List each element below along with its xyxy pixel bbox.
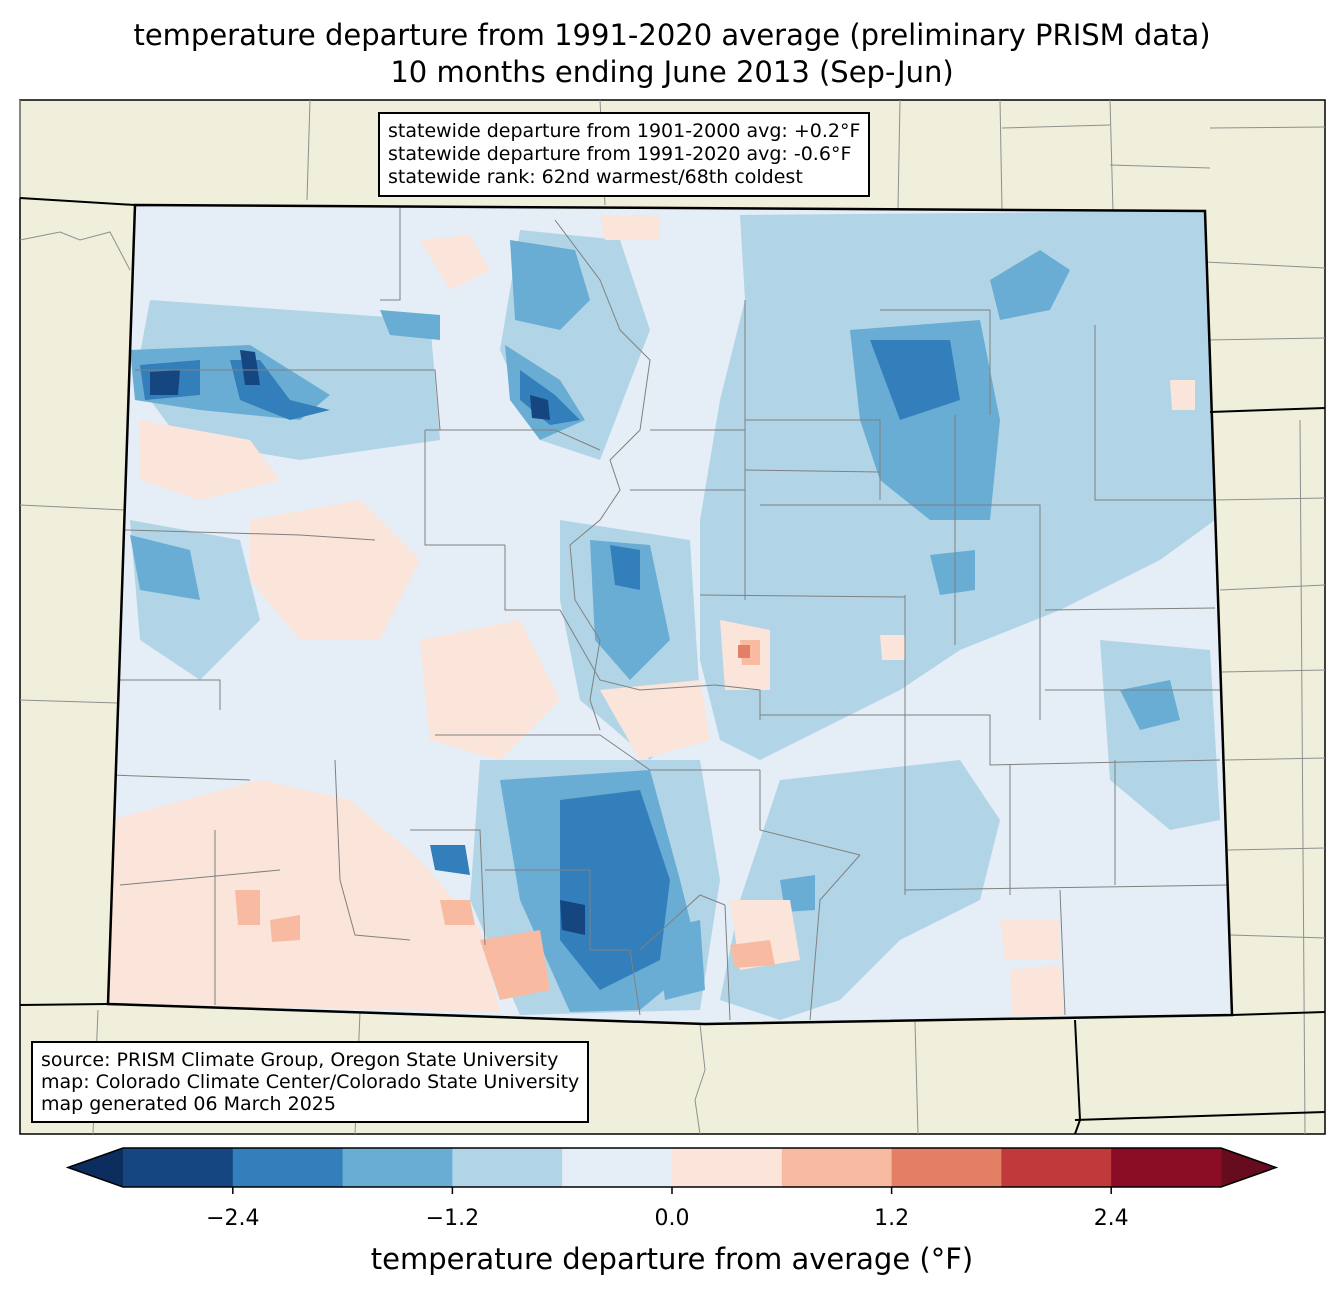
colorbar-bin-9: [1111, 1148, 1222, 1187]
colorbar-bin-1: [232, 1148, 344, 1187]
source-line-1: source: PRISM Climate Group, Oregon Stat…: [41, 1049, 559, 1071]
colorbar-under-arrow: [68, 1148, 123, 1187]
colorado-county-lines: [109, 205, 1231, 1021]
colorbar-bin-4: [562, 1148, 673, 1187]
statewide-stats-box: statewide departure from 1901-2000 avg: …: [378, 112, 871, 197]
colorbar-bin-0: [123, 1148, 234, 1187]
colorbar-bin-3: [452, 1148, 563, 1187]
colorbar-bin-8: [1001, 1148, 1112, 1187]
colorbar-bin-2: [342, 1148, 453, 1187]
colorbar-label: temperature departure from average (°F): [370, 1242, 974, 1276]
colorbar-tick-label: −2.4: [206, 1206, 260, 1231]
stats-line-2: statewide departure from 1991-2020 avg: …: [388, 143, 852, 165]
colorbar-bin-5: [672, 1148, 783, 1187]
stats-line-1: statewide departure from 1901-2000 avg: …: [388, 120, 861, 142]
colorado-border: [106, 203, 1234, 1026]
source-line-3: map generated 06 March 2025: [41, 1093, 336, 1115]
colorbar: [65, 1147, 1279, 1194]
neighbor-state-borders: [19, 197, 1326, 1135]
stats-line-3: statewide rank: 62nd warmest/68th coldes…: [388, 166, 803, 188]
colorbar-bin-6: [781, 1148, 893, 1187]
source-box: source: PRISM Climate Group, Oregon Stat…: [31, 1041, 590, 1123]
colorbar-tick-label: 0.0: [654, 1206, 690, 1231]
colorbar-tick-label: 2.4: [1093, 1206, 1129, 1231]
map-title-line1: temperature departure from 1991-2020 ave…: [133, 18, 1211, 52]
colorbar-outline: [65, 1147, 1279, 1188]
colorbar-bin-7: [891, 1148, 1002, 1187]
map-title-line2: 10 months ending June 2013 (Sep-Jun): [390, 55, 954, 89]
colorbar-tick-label: 1.2: [874, 1206, 910, 1231]
colorbar-over-arrow: [1221, 1148, 1276, 1187]
source-line-2: map: Colorado Climate Center/Colorado St…: [41, 1071, 580, 1093]
colorbar-tick-label: −1.2: [425, 1206, 480, 1231]
temperature-anomaly-field: [108, 205, 1232, 1024]
